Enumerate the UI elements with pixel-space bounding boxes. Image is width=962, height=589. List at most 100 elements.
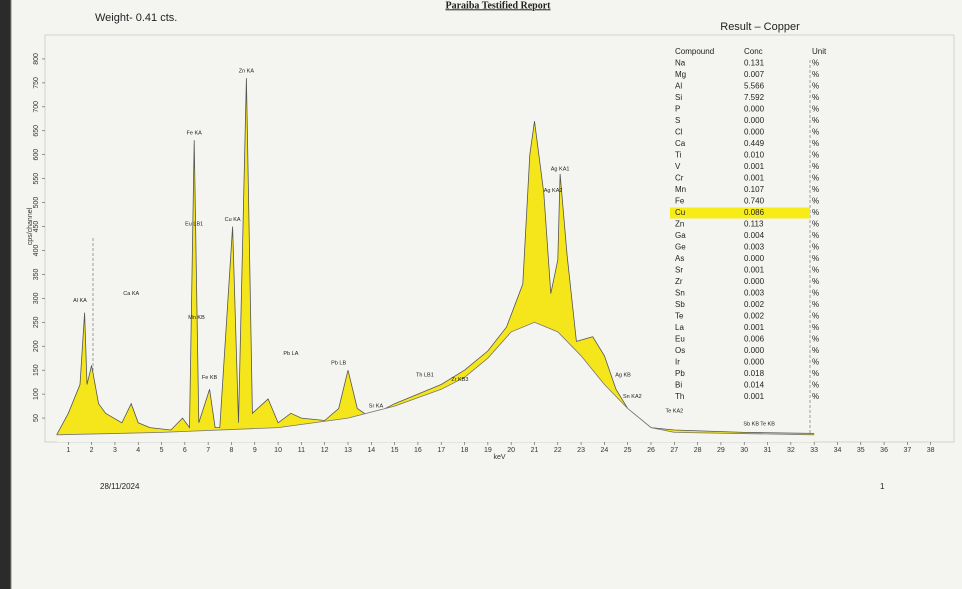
peak-label: Ca KA (123, 291, 139, 297)
y-tick-label: 500 (33, 197, 40, 209)
table-cell: 0.001 (744, 323, 765, 332)
peak-label: Sn KA2 (623, 394, 642, 400)
y-tick-label: 50 (33, 414, 40, 422)
x-tick-label: 15 (391, 447, 399, 454)
x-tick-label: 23 (577, 447, 585, 454)
table-cell: % (812, 346, 819, 355)
table-cell: 0.107 (744, 185, 765, 194)
table-cell: 0.113 (744, 220, 764, 229)
spectrum-area (56, 78, 815, 442)
table-cell: 0.000 (744, 277, 765, 286)
table-cell: As (675, 254, 684, 263)
peak-label: Ag KA1 (551, 167, 570, 173)
x-tick-label: 11 (298, 447, 305, 454)
table-cell: Cl (675, 128, 683, 137)
table-cell: % (812, 174, 819, 183)
table-cell: % (812, 381, 819, 390)
x-tick-label: 22 (554, 447, 562, 454)
table-cell: % (812, 392, 819, 401)
y-tick-label: 800 (33, 53, 40, 65)
table-cell: Al (675, 82, 682, 91)
y-tick-label: 750 (33, 77, 40, 89)
weight: Weight- 0.41 cts. (95, 12, 177, 24)
table-cell: Sb (675, 300, 685, 309)
table-cell: 7.592 (744, 93, 765, 102)
x-tick-label: 19 (484, 447, 492, 454)
table-cell: % (812, 277, 819, 286)
table-cell: 0.449 (744, 139, 765, 148)
table-cell: 0.000 (744, 254, 765, 263)
result: Result – Copper (720, 21, 800, 33)
table-cell: 0.000 (744, 346, 765, 355)
x-tick-label: 24 (600, 447, 608, 454)
spectrum-area (56, 322, 815, 442)
table-cell: % (812, 243, 819, 252)
table-cell: P (675, 105, 680, 114)
table-cell: 0.000 (744, 128, 765, 137)
peak-label: Zr KB3 (451, 377, 468, 383)
x-tick-label: 25 (624, 447, 632, 454)
x-tick-label: 26 (647, 447, 655, 454)
peak-label: Ag KB (615, 372, 631, 378)
x-tick-label: 37 (903, 447, 911, 454)
table-cell: Eu (675, 335, 685, 344)
x-tick-label: 31 (764, 447, 772, 454)
x-tick-label: 3 (113, 447, 117, 454)
table-cell: Si (675, 93, 682, 102)
y-tick-label: 150 (33, 364, 40, 376)
peak-label: Fe KB (202, 375, 218, 381)
table-cell: 0.131 (744, 59, 765, 68)
table-cell: 0.007 (744, 70, 765, 79)
x-tick-label: 32 (787, 447, 795, 454)
peak-label: Al KA (73, 298, 87, 304)
x-tick-label: 28 (694, 447, 702, 454)
y-tick-label: 550 (33, 173, 40, 185)
table-cell: 0.003 (744, 289, 765, 298)
y-tick-label: 450 (33, 221, 40, 233)
table-cell: 0.018 (744, 369, 765, 378)
x-tick-label: 5 (160, 447, 164, 454)
table-cell: 0.000 (744, 358, 765, 367)
peak-label: Te KA2 (665, 408, 683, 414)
peak-label: Fe KA (187, 131, 203, 137)
peak-label: Eu LB1 (185, 222, 203, 228)
table-cell: Ga (675, 231, 686, 240)
table-cell: % (812, 139, 819, 148)
table-cell: Ca (675, 139, 686, 148)
table-cell: 0.002 (744, 300, 765, 309)
table-cell: % (812, 312, 819, 321)
table-cell: Te (675, 312, 684, 321)
y-tick-label: 650 (33, 125, 40, 137)
x-tick-label: 34 (834, 447, 842, 454)
peak-label: Pb LB (331, 360, 346, 366)
x-tick-label: 36 (880, 447, 888, 454)
peak-label: Ag KA2 (544, 188, 563, 194)
date: 28/11/2024 (100, 482, 140, 491)
x-tick-label: 6 (183, 447, 187, 454)
table-cell: % (812, 323, 819, 332)
row-highlight (670, 207, 810, 219)
report-title: Paraiba Testified Report (446, 0, 552, 11)
y-tick-label: 600 (33, 149, 40, 161)
x-tick-label: 4 (136, 447, 140, 454)
x-tick-label: 35 (857, 447, 865, 454)
table-cell: % (812, 335, 819, 344)
peak-label: Sr KA (369, 404, 384, 410)
peak-label: Pb LA (283, 351, 298, 357)
table-cell: Os (675, 346, 685, 355)
table-cell: 0.014 (744, 381, 765, 390)
table-cell: 0.740 (744, 197, 765, 206)
column-header: Unit (812, 47, 827, 56)
table-cell: 0.001 (744, 174, 765, 183)
table-cell: Ti (675, 151, 682, 160)
table-cell: % (812, 220, 819, 229)
table-cell: V (675, 162, 681, 171)
x-tick-label: 21 (531, 447, 539, 454)
table-cell: Sn (675, 289, 685, 298)
table-cell: La (675, 323, 684, 332)
page-number: 1 (880, 482, 885, 491)
y-tick-label: 250 (33, 316, 40, 328)
x-tick-label: 12 (321, 447, 329, 454)
